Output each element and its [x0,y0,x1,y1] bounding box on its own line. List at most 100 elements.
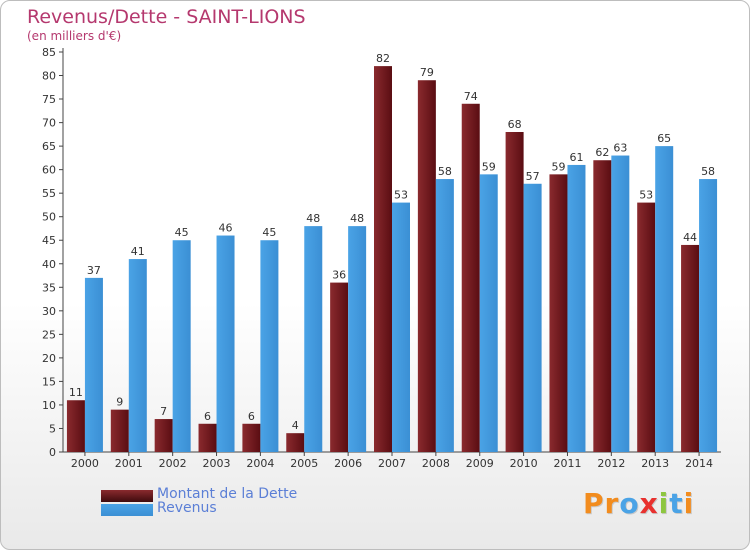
data-label-dette-2001: 9 [116,396,123,409]
bar-dette-2010 [505,132,524,452]
data-label-revenus-2008: 58 [438,165,452,178]
data-label-revenus-2009: 59 [482,160,496,173]
y-tick-label: 5 [49,422,56,435]
x-tick-label-2000: 2000 [71,457,99,470]
y-tick-label: 15 [42,375,56,388]
legend-label-dette: Montant de la Dette [157,486,298,502]
bar-dette-2007 [374,66,392,452]
bar-dette-2012 [593,160,612,452]
x-tick-label-2012: 2012 [597,457,625,470]
y-tick-label: 30 [42,305,56,318]
data-label-dette-2010: 68 [508,118,522,131]
bar-dette-2002 [154,419,173,452]
y-tick-label: 20 [42,352,56,365]
x-tick-label-2008: 2008 [422,457,450,470]
bar-revenus-2014 [699,179,718,452]
bar-dette-2009 [461,103,480,452]
data-label-dette-2005: 4 [292,419,299,432]
logo-letter: i [683,487,695,520]
data-label-revenus-2000: 37 [87,264,101,277]
bar-dette-2013 [637,202,656,452]
bar-revenus-2006 [348,226,367,452]
bar-revenus-2012 [611,155,630,452]
x-tick-label-2004: 2004 [246,457,274,470]
x-tick-label-2014: 2014 [685,457,713,470]
data-label-dette-2004: 6 [248,410,255,423]
data-label-dette-2013: 53 [639,189,653,202]
y-tick-label: 70 [42,117,56,130]
x-tick-label-2003: 2003 [203,457,231,470]
data-label-dette-2003: 6 [204,410,211,423]
bar-dette-2003 [198,423,217,452]
y-tick-label: 80 [42,70,56,83]
y-tick-label: 60 [42,164,56,177]
logo-letter: o [619,487,640,520]
y-tick-label: 10 [42,399,56,412]
y-tick-label: 75 [42,93,56,106]
data-label-revenus-2005: 48 [306,212,320,225]
bar-revenus-2009 [479,174,498,452]
chart-title: Revenus/Dette - SAINT-LIONS [27,6,306,28]
logo-letter: t [669,487,684,520]
data-label-revenus-2006: 48 [350,212,364,225]
y-tick-label: 25 [42,328,56,341]
data-label-revenus-2002: 45 [175,226,189,239]
y-tick-label: 65 [42,140,56,153]
logo-letter: P [583,487,605,520]
x-tick-label-2005: 2005 [290,457,318,470]
y-tick-label: 45 [42,234,56,247]
bar-revenus-2004 [260,240,279,452]
data-label-revenus-2007: 53 [394,189,408,202]
x-tick-label-2006: 2006 [334,457,362,470]
logo-letter: r [604,487,620,520]
x-tick-label-2011: 2011 [553,457,581,470]
x-tick-label-2010: 2010 [510,457,538,470]
bar-dette-2011 [549,174,568,452]
bar-dette-2014 [681,244,700,452]
data-label-dette-2007: 82 [376,52,390,65]
data-label-dette-2006: 36 [332,269,346,282]
data-label-dette-2009: 74 [464,90,478,103]
legend-swatch-revenus [101,504,153,516]
data-label-revenus-2003: 46 [219,222,233,235]
legend-label-revenus: Revenus [157,500,217,516]
data-label-revenus-2004: 45 [262,226,276,239]
y-tick-label: 85 [42,46,56,59]
x-tick-label-2013: 2013 [641,457,669,470]
data-label-revenus-2011: 61 [569,151,583,164]
proxiti-logo: Proxiti [583,487,694,520]
logo-letter: i [658,487,670,520]
bar-dette-2001 [110,409,129,452]
data-label-revenus-2014: 58 [701,165,715,178]
x-tick-label-2009: 2009 [466,457,494,470]
y-tick-label: 35 [42,281,56,294]
chart-subtitle: (en milliers d'€) [27,29,122,43]
x-tick-label-2001: 2001 [115,457,143,470]
bar-revenus-2011 [567,164,586,453]
bar-revenus-2007 [392,202,410,452]
legend-swatch-dette [101,490,153,502]
bar-revenus-2008 [435,179,454,452]
data-label-revenus-2012: 63 [613,142,627,155]
bar-revenus-2005 [304,226,323,452]
y-tick-label: 40 [42,258,56,271]
y-tick-label: 50 [42,211,56,224]
data-label-dette-2002: 7 [160,405,167,418]
logo-letter: x [639,487,659,520]
data-label-dette-2000: 11 [69,386,83,399]
data-label-revenus-2010: 57 [526,170,540,183]
bar-dette-2004 [242,423,261,452]
bar-dette-2008 [417,80,436,452]
data-label-revenus-2001: 41 [131,245,145,258]
bar-revenus-2013 [655,146,674,452]
data-label-dette-2014: 44 [683,231,697,244]
data-label-dette-2008: 79 [420,66,434,79]
bar-revenus-2002 [172,240,191,452]
data-label-dette-2011: 59 [551,160,565,173]
data-label-dette-2012: 62 [595,146,609,159]
x-tick-label-2007: 2007 [378,457,406,470]
bar-revenus-2001 [128,259,147,452]
bar-dette-2005 [286,433,305,452]
bar-dette-2006 [330,282,349,452]
